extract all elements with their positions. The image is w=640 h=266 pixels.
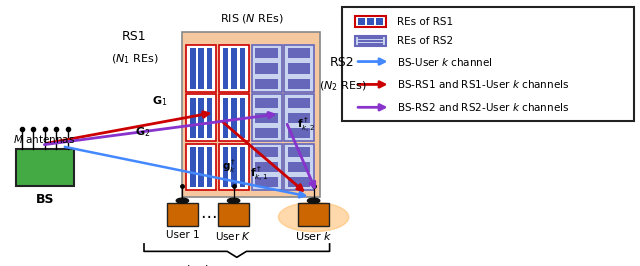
Bar: [252, 144, 282, 190]
Text: ($N_1$ REs): ($N_1$ REs): [111, 53, 158, 66]
Text: RIS ($N$ REs): RIS ($N$ REs): [220, 12, 284, 25]
Bar: [255, 113, 278, 123]
Text: $\mathbf{f}_{k,1}^\dagger$: $\mathbf{f}_{k,1}^\dagger$: [250, 165, 268, 184]
Bar: [231, 147, 237, 187]
Bar: [255, 147, 278, 157]
Bar: [358, 37, 383, 39]
Text: $\mathbf{g}_k^\dagger$: $\mathbf{g}_k^\dagger$: [222, 158, 236, 176]
Bar: [255, 64, 278, 73]
Text: $\mathbf{f}_{k,2}^\dagger$: $\mathbf{f}_{k,2}^\dagger$: [297, 116, 316, 134]
Text: User $K$: User $K$: [216, 230, 252, 242]
Bar: [288, 78, 310, 89]
Text: User 1: User 1: [166, 230, 199, 240]
Bar: [218, 203, 249, 226]
Bar: [207, 98, 212, 138]
Bar: [252, 94, 282, 141]
Bar: [284, 94, 314, 141]
Bar: [355, 36, 386, 46]
Bar: [288, 64, 310, 73]
Text: $\cdots$: $\cdots$: [200, 206, 216, 224]
Bar: [342, 7, 634, 121]
Bar: [219, 144, 249, 190]
Bar: [223, 147, 228, 187]
Bar: [355, 16, 386, 27]
Text: $M$ antennas: $M$ antennas: [13, 133, 75, 145]
Bar: [255, 177, 278, 187]
Text: BS-RS2 and RS2-User $k$ channels: BS-RS2 and RS2-User $k$ channels: [397, 101, 569, 113]
Circle shape: [227, 198, 240, 203]
Circle shape: [278, 202, 349, 232]
Text: $\mathbf{G}_1$: $\mathbf{G}_1$: [152, 94, 168, 108]
Bar: [223, 48, 228, 89]
Bar: [182, 32, 320, 197]
Bar: [255, 78, 278, 89]
Bar: [288, 128, 310, 138]
Text: REs of RS1: REs of RS1: [397, 16, 453, 27]
Bar: [186, 144, 216, 190]
Bar: [167, 203, 198, 226]
Bar: [298, 203, 329, 226]
Text: BS-User $k$ channel: BS-User $k$ channel: [397, 56, 493, 68]
Bar: [255, 128, 278, 138]
Text: BS-RS1 and RS1-User $k$ channels: BS-RS1 and RS1-User $k$ channels: [397, 78, 569, 90]
Bar: [207, 147, 212, 187]
Text: RS1: RS1: [122, 30, 147, 43]
Circle shape: [307, 198, 320, 203]
Bar: [358, 18, 365, 25]
Bar: [358, 40, 383, 42]
Text: $K$ single-antenna users: $K$ single-antenna users: [169, 263, 305, 266]
Bar: [288, 147, 310, 157]
Bar: [207, 48, 212, 89]
Text: User $k$: User $k$: [295, 230, 332, 242]
Text: ($N_2$ REs): ($N_2$ REs): [319, 80, 366, 93]
Bar: [255, 162, 278, 172]
Circle shape: [176, 198, 189, 203]
Text: $\mathbf{G}_2$: $\mathbf{G}_2$: [135, 125, 150, 139]
Bar: [288, 113, 310, 123]
Bar: [252, 45, 282, 92]
Bar: [186, 45, 216, 92]
Bar: [198, 98, 204, 138]
Bar: [198, 147, 204, 187]
Text: REs of RS2: REs of RS2: [397, 36, 453, 46]
Bar: [284, 144, 314, 190]
Bar: [186, 94, 216, 141]
Bar: [288, 48, 310, 59]
Bar: [288, 98, 310, 108]
Bar: [239, 48, 245, 89]
Bar: [239, 98, 245, 138]
Bar: [190, 48, 196, 89]
Bar: [376, 18, 383, 25]
Bar: [223, 98, 228, 138]
Bar: [231, 48, 237, 89]
Bar: [190, 98, 196, 138]
Bar: [288, 177, 310, 187]
Bar: [219, 45, 249, 92]
Bar: [255, 48, 278, 59]
Text: BS: BS: [36, 193, 54, 206]
Bar: [231, 98, 237, 138]
Bar: [358, 43, 383, 45]
Bar: [288, 162, 310, 172]
Bar: [367, 18, 374, 25]
Bar: [239, 147, 245, 187]
Bar: [255, 98, 278, 108]
Bar: [190, 147, 196, 187]
Text: RS2: RS2: [330, 56, 355, 69]
Bar: [198, 48, 204, 89]
Bar: [219, 94, 249, 141]
Bar: [284, 45, 314, 92]
Bar: [16, 149, 74, 186]
